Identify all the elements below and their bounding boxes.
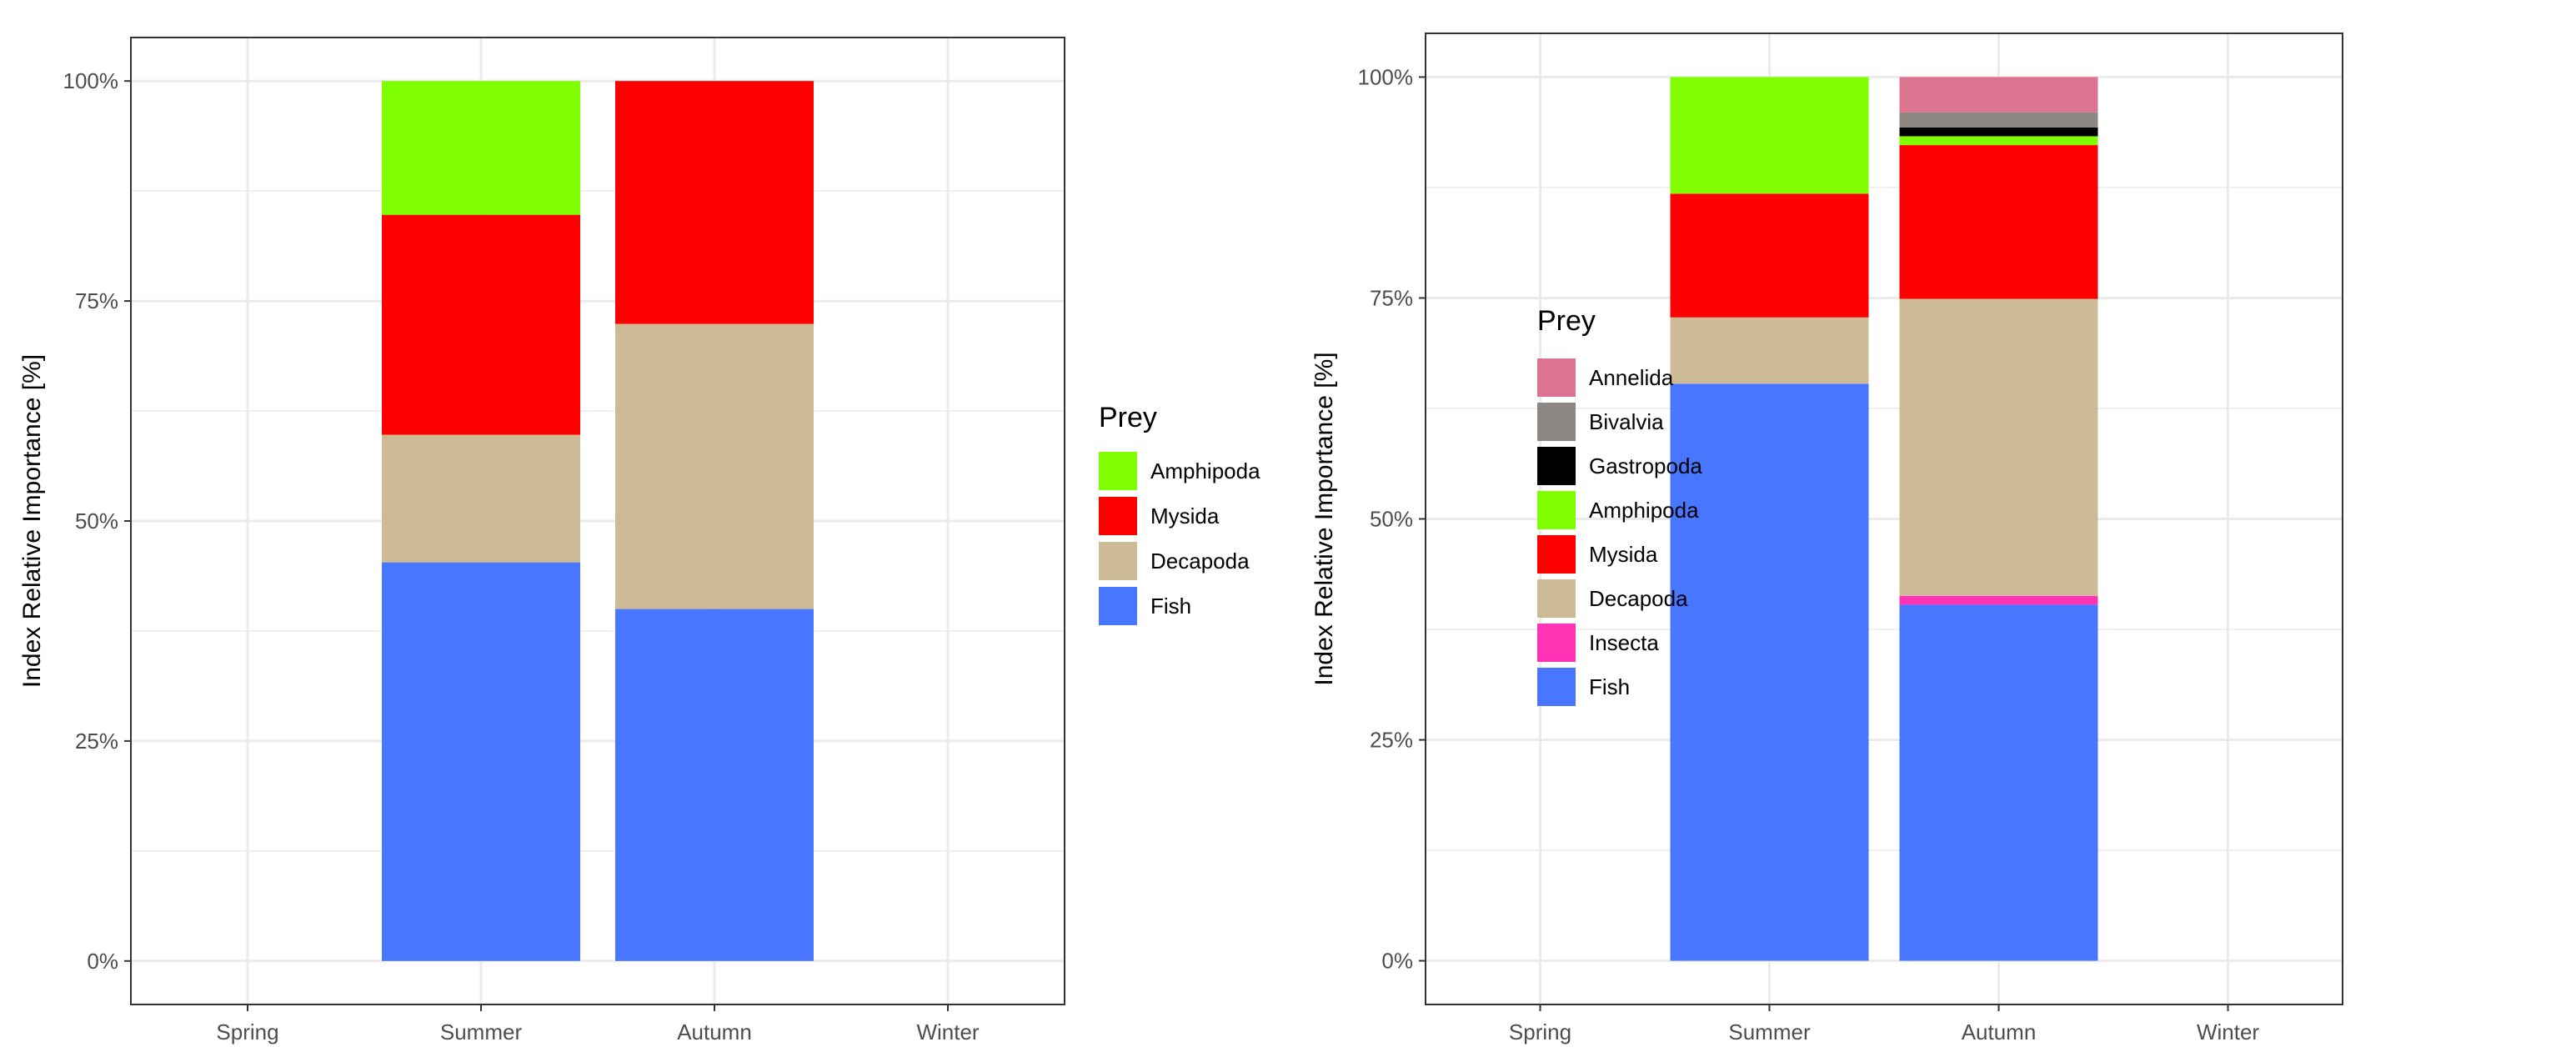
legend-title: Prey [1537, 305, 1596, 337]
bar-decapoda-summer [1670, 317, 1869, 384]
legend: Prey Amphipoda Mysida Decapoda Fish [1099, 402, 1260, 625]
x-tick-label: Winter [916, 1019, 979, 1044]
legend-label-gastropoda: Gastropoda [1589, 453, 1702, 478]
legend-swatch-fish [1537, 668, 1576, 706]
legend-swatch-insecta [1537, 624, 1576, 662]
bar-fish-autumn [615, 609, 814, 961]
y-tick-label: 100% [1358, 64, 1414, 89]
bar-fish-summer [1670, 383, 1869, 961]
bars [1670, 77, 2098, 961]
bar-decapoda-autumn [1899, 298, 2098, 596]
legend-swatch-bivalvia [1537, 403, 1576, 441]
bar-bivalvia-autumn [1899, 112, 2098, 128]
y-axis-label: Index Relative Importance [%] [1311, 352, 1338, 685]
legend-label-amphipoda: Amphipoda [1150, 458, 1260, 483]
y-tick-label: 25% [1370, 728, 1413, 753]
y-tick-label: 50% [75, 508, 118, 534]
bar-annelida-autumn [1899, 77, 2098, 113]
legend-swatch-decapoda [1099, 542, 1137, 580]
legend-label-mysida: Mysida [1150, 503, 1220, 529]
legend-swatch-mysida [1099, 497, 1137, 535]
legend-label-bivalvia: Bivalvia [1589, 409, 1664, 434]
bar-gastropoda-autumn [1899, 127, 2098, 137]
y-tick-label: 25% [75, 729, 118, 754]
bar-amphipoda-autumn [1899, 136, 2098, 146]
bar-mysida-summer [1670, 193, 1869, 318]
legend-swatch-amphipoda [1537, 491, 1576, 529]
legend-swatch-gastropoda [1537, 447, 1576, 485]
y-tick-label: 50% [1370, 507, 1413, 532]
y-tick-label: 100% [63, 68, 119, 93]
legend-title: Prey [1099, 402, 1157, 433]
y-tick-label: 0% [87, 949, 118, 974]
bar-amphipoda-summer [382, 81, 580, 215]
legend-swatch-mysida [1537, 535, 1576, 574]
legend-swatch-fish [1099, 587, 1137, 625]
y-tick-label: 75% [75, 288, 118, 313]
bar-mysida-autumn [1899, 145, 2098, 299]
legend-swatch-amphipoda [1099, 452, 1137, 490]
legend-label-fish: Fish [1589, 674, 1630, 699]
bar-insecta-autumn [1899, 595, 2098, 605]
legend-swatch-decapoda [1537, 579, 1576, 618]
bar-amphipoda-summer [1670, 77, 1869, 194]
chart-2: 0% 25% 50% 75% 100% Spring Summer Autumn Winter I… [1311, 33, 2343, 1044]
y-axis-label: Index Relative Importance [%] [18, 354, 46, 688]
legend-label-amphipoda: Amphipoda [1589, 498, 1699, 523]
bar-mysida-autumn [615, 81, 814, 324]
x-tick-label: Spring [1509, 1019, 1571, 1044]
x-tick-label: Spring [216, 1019, 278, 1044]
x-tick-label: Autumn [1962, 1019, 2037, 1044]
y-tick-label: 0% [1381, 949, 1413, 974]
bar-decapoda-summer [382, 434, 580, 563]
bar-mysida-summer [382, 214, 580, 435]
legend-swatch-annelida [1537, 358, 1576, 397]
bar-decapoda-autumn [615, 323, 814, 609]
legend: Prey Annelida Bivalvia Gastropoda Amphipoda M… [1537, 305, 1702, 706]
panel-border [130, 37, 1065, 1005]
legend-label-fish: Fish [1150, 594, 1191, 619]
panel-border [1425, 33, 2343, 1005]
legend-label-annelida: Annelida [1589, 365, 1674, 390]
x-tick-label: Summer [440, 1019, 523, 1044]
y-tick-label: 75% [1370, 285, 1413, 310]
x-tick-label: Winter [2197, 1019, 2259, 1044]
bars [382, 81, 814, 961]
x-tick-label: Autumn [677, 1019, 752, 1044]
bar-fish-summer [382, 562, 580, 961]
legend-label-decapoda: Decapoda [1150, 549, 1250, 574]
legend-label-decapoda: Decapoda [1589, 586, 1688, 611]
legend-label-insecta: Insecta [1589, 630, 1659, 655]
chart-1: 0% 25% 50% 75% 100% Spring Summer Autumn Winter I… [18, 37, 1260, 1044]
legend-label-mysida: Mysida [1589, 542, 1658, 567]
bar-fish-autumn [1899, 604, 2098, 961]
x-tick-label: Summer [1728, 1019, 1811, 1044]
